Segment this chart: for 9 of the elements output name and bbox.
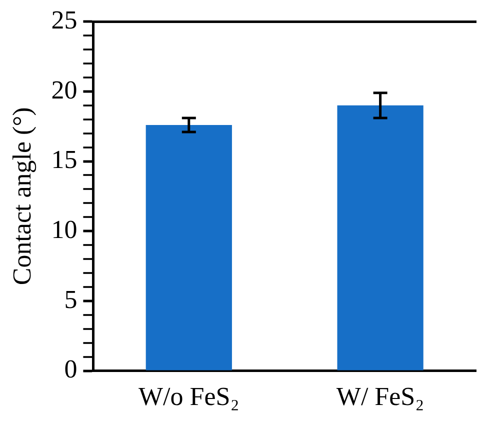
y-tick-label: 10 [51,214,78,244]
y-tick-label: 25 [51,5,78,34]
y-axis-title: Contact angle (°) [7,107,36,286]
y-tick-label: 5 [64,284,78,314]
x-tick-label: W/ FeS₂ [336,382,424,412]
y-tick-label: 15 [51,145,78,174]
y-tick-label: 20 [51,75,78,104]
y-tick-label: 0 [64,354,78,384]
x-tick-label: W/o FeS₂ [138,382,240,412]
